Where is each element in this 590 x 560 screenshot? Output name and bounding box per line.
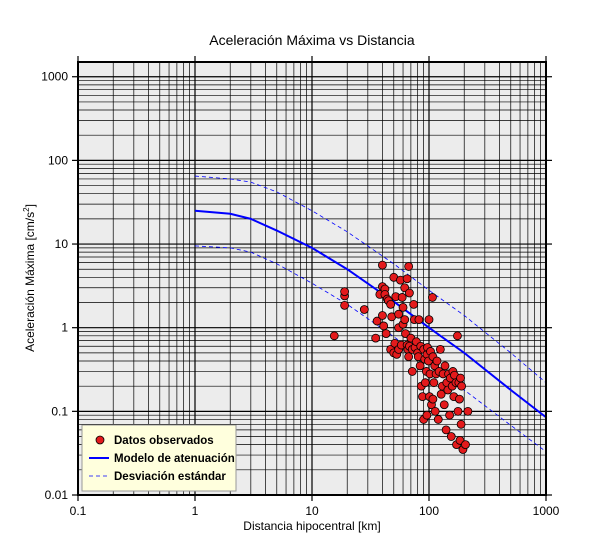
data-point (439, 400, 449, 410)
data-point (422, 410, 432, 420)
x-tick-label: 0.1 (70, 504, 87, 518)
data-point (424, 315, 434, 324)
data-point (428, 394, 438, 404)
x-axis-label: Distancia hipocentral [km] (243, 519, 380, 533)
data-point (379, 321, 389, 331)
data-point (420, 378, 430, 388)
data-point (414, 315, 424, 324)
data-point (463, 406, 473, 416)
data-point (445, 410, 455, 420)
legend-label-desviacion: Desviación estándar (114, 471, 226, 483)
data-point (329, 331, 339, 341)
data-point (381, 329, 391, 339)
legend-label-modelo: Modelo de atenuación (114, 453, 235, 465)
data-point (461, 440, 470, 450)
series-lines (194, 175, 547, 452)
data-point (394, 309, 404, 319)
y-tick-label: 1 (61, 321, 68, 335)
data-point (407, 367, 417, 376)
data-point (340, 287, 350, 297)
data-point (402, 274, 412, 284)
axis-ticks (72, 56, 552, 501)
data-point (378, 260, 387, 270)
data-point (404, 288, 414, 298)
data-point (446, 432, 456, 441)
data-point (404, 262, 414, 271)
x-tick-label: 10 (305, 504, 319, 518)
std-dev-upper-line (194, 175, 547, 384)
data-points (329, 260, 473, 454)
chart-title: Aceleración Máxima vs Distancia (209, 32, 415, 48)
data-point (386, 299, 396, 309)
data-point (340, 300, 350, 310)
data-point (428, 293, 437, 302)
data-point (433, 415, 443, 424)
data-point (415, 361, 425, 371)
legend-marker-datos (95, 435, 105, 445)
y-tick-label: 0.01 (45, 488, 69, 502)
data-point (397, 293, 407, 302)
y-tick-label: 10 (55, 237, 69, 251)
grid (77, 62, 546, 496)
data-point (359, 305, 369, 314)
data-point (432, 356, 442, 366)
data-point (429, 378, 439, 388)
data-point (398, 302, 408, 312)
x-tick-label: 1000 (533, 504, 560, 518)
data-point (378, 311, 387, 320)
legend-label-datos: Datos observados (114, 435, 214, 447)
y-axis-label: Aceleración Máxima [cm/s2] (22, 204, 37, 352)
y-axis-label-main: Aceleración Máxima [cm/s (23, 212, 37, 352)
data-point (440, 361, 450, 371)
data-point (457, 381, 467, 391)
data-point (456, 419, 466, 429)
legend: Datos observados Modelo de atenuación De… (81, 424, 237, 492)
y-axis-label-sup: 2 (22, 207, 31, 212)
x-tick-label: 1 (192, 504, 199, 518)
data-point (372, 316, 382, 326)
data-point (456, 373, 465, 383)
data-point (371, 333, 381, 343)
data-point (455, 394, 464, 404)
y-tick-labels: 0.01 0.1 1 10 100 1000 (41, 70, 68, 502)
y-axis-label-end: ] (23, 204, 37, 207)
data-point (409, 299, 419, 309)
y-tick-label: 100 (48, 153, 68, 167)
data-point (400, 315, 410, 324)
data-point (441, 425, 451, 435)
data-point (404, 352, 414, 362)
y-tick-label: 0.1 (51, 404, 68, 418)
x-tick-label: 100 (419, 504, 439, 518)
data-point (453, 406, 463, 416)
model-line (194, 209, 547, 419)
data-point (453, 331, 462, 341)
std-dev-lower-line (194, 245, 547, 452)
data-point (430, 406, 440, 416)
x-tick-labels: 0.1 1 10 100 1000 (70, 504, 560, 518)
y-tick-label: 1000 (41, 70, 68, 84)
data-point (435, 345, 445, 354)
